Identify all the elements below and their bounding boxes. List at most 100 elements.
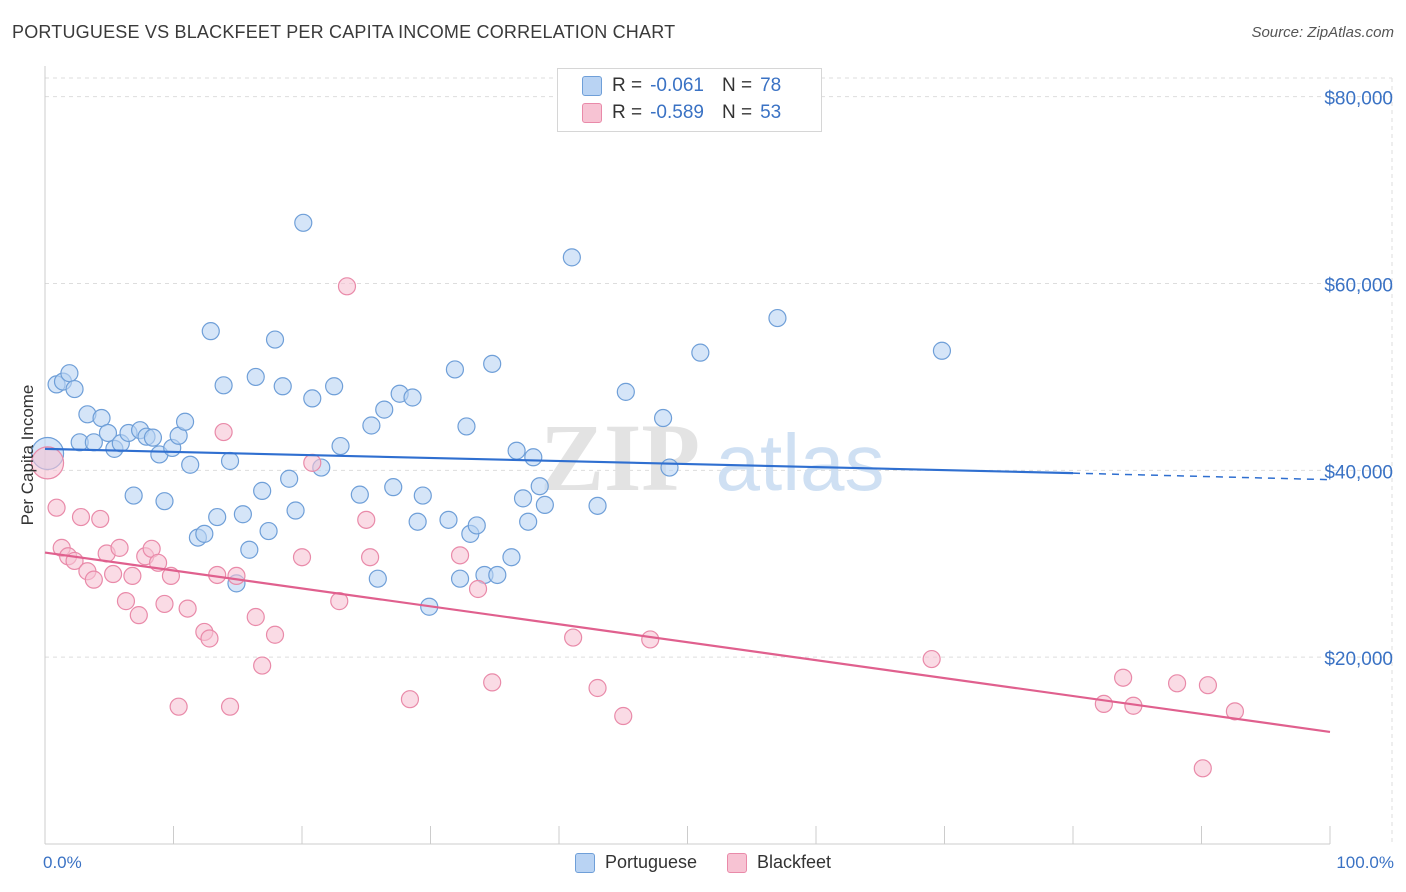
portuguese-point	[524, 448, 543, 467]
portuguese-point	[92, 408, 111, 428]
blackfeet-point	[1193, 759, 1212, 778]
blackfeet-point	[1198, 676, 1218, 695]
portuguese-point	[303, 389, 322, 408]
blackfeet-point	[357, 510, 376, 529]
portuguese-point	[253, 481, 272, 500]
y-tick-label: $60,000	[1324, 276, 1393, 297]
legend-label-portuguese: Portuguese	[604, 852, 698, 872]
blackfeet-point	[483, 673, 502, 692]
portuguese-point	[233, 505, 252, 524]
portuguese-point	[280, 469, 299, 488]
portuguese-point	[562, 248, 581, 267]
portuguese-point	[325, 377, 344, 396]
portuguese-point	[286, 501, 305, 520]
portuguese-point	[350, 485, 369, 504]
blackfeet-point	[155, 594, 174, 614]
legend-swatch-portuguese	[582, 76, 602, 96]
legend-n-value: 78	[760, 75, 782, 96]
legend-n-label: N =	[721, 75, 753, 96]
portuguese-point	[368, 569, 387, 588]
portuguese-point	[195, 524, 214, 543]
y-tick-labels: $20,000 $40,000 $60,000 $80,000	[1324, 89, 1393, 670]
portuguese-point	[331, 436, 350, 456]
legend-item-portuguese[interactable]: Portuguese	[574, 852, 698, 873]
blackfeet-point	[246, 607, 265, 627]
portuguese-point	[483, 354, 502, 373]
blackfeet-point	[1094, 694, 1113, 713]
portuguese-point	[240, 540, 259, 559]
blackfeet-point	[104, 564, 123, 584]
blackfeet-point	[220, 697, 240, 716]
blackfeet-point	[253, 656, 272, 675]
portuguese-point	[265, 330, 285, 349]
portuguese-point	[175, 412, 195, 431]
portuguese-point	[507, 441, 526, 460]
portuguese-point	[208, 507, 227, 527]
portuguese-point	[530, 477, 549, 496]
legend-item-blackfeet[interactable]: Blackfeet	[727, 852, 831, 873]
blackfeet-point	[214, 422, 233, 442]
watermark-zip: ZIP	[540, 404, 700, 511]
legend-n-label: N =	[721, 102, 753, 123]
blackfeet-point	[227, 566, 246, 586]
y-tick-label: $80,000	[1324, 89, 1393, 110]
portuguese-point	[375, 400, 394, 419]
portuguese-point	[467, 516, 486, 535]
blackfeet-point	[303, 453, 322, 472]
y-axis-label: Per Capita Income	[18, 384, 37, 526]
series-legend: Portuguese Blackfeet	[0, 852, 1406, 873]
portuguese-point	[98, 423, 118, 443]
x-tick-label-min: 0.0%	[43, 853, 82, 872]
portuguese-trend-line	[44, 447, 1074, 475]
portuguese-point	[259, 521, 278, 541]
blackfeet-point	[922, 649, 941, 669]
portuguese-point	[155, 492, 174, 511]
legend-label-blackfeet: Blackfeet	[757, 852, 832, 872]
portuguese-point	[502, 548, 521, 567]
blackfeet-point	[450, 546, 470, 565]
portuguese-point	[403, 388, 422, 407]
portuguese-point	[513, 489, 533, 508]
portuguese-trend-extension	[1072, 472, 1331, 481]
blackfeet-point	[1225, 702, 1245, 721]
portuguese-point	[588, 496, 607, 515]
blackfeet-point	[588, 678, 607, 698]
portuguese-point	[65, 379, 84, 399]
blackfeet-point	[30, 446, 65, 480]
legend-swatch-portuguese	[574, 852, 595, 873]
portuguese-point	[413, 486, 432, 505]
blackfeet-point	[110, 538, 129, 557]
blackfeet-point	[564, 628, 583, 647]
portuguese-point	[488, 565, 507, 585]
blackfeet-point	[468, 579, 488, 599]
legend-r-value: -0.589	[650, 102, 704, 123]
blackfeet-point	[116, 592, 136, 611]
blackfeet-point	[641, 630, 660, 649]
legend-swatch-blackfeet	[727, 852, 748, 873]
portuguese-point	[616, 382, 635, 401]
portuguese-point	[214, 376, 233, 395]
blackfeet-point	[1167, 674, 1187, 693]
portuguese-point	[273, 377, 292, 396]
blackfeet-point	[361, 548, 380, 567]
correlation-legend: R = -0.061 N = 78 R = -0.589 N = 53	[557, 68, 822, 132]
portuguese-point	[362, 416, 381, 435]
blackfeet-point	[1114, 668, 1133, 687]
blackfeet-point	[129, 606, 148, 625]
blackfeet-point	[400, 690, 420, 709]
chart-title: PORTUGUESE VS BLACKFEET PER CAPITA INCOM…	[12, 22, 676, 42]
portuguese-point	[439, 510, 458, 529]
blackfeet-point	[337, 277, 357, 296]
blackfeet-point	[91, 509, 110, 529]
portuguese-point	[660, 458, 679, 477]
trend-lines	[44, 447, 1331, 733]
portuguese-point	[653, 408, 673, 428]
blackfeet-point	[614, 706, 633, 726]
portuguese-point	[201, 322, 220, 341]
legend-n-value: 53	[760, 102, 782, 123]
portuguese-point	[457, 417, 476, 436]
data-points	[30, 213, 1245, 778]
blackfeet-point	[178, 599, 197, 618]
portuguese-point	[143, 428, 163, 447]
